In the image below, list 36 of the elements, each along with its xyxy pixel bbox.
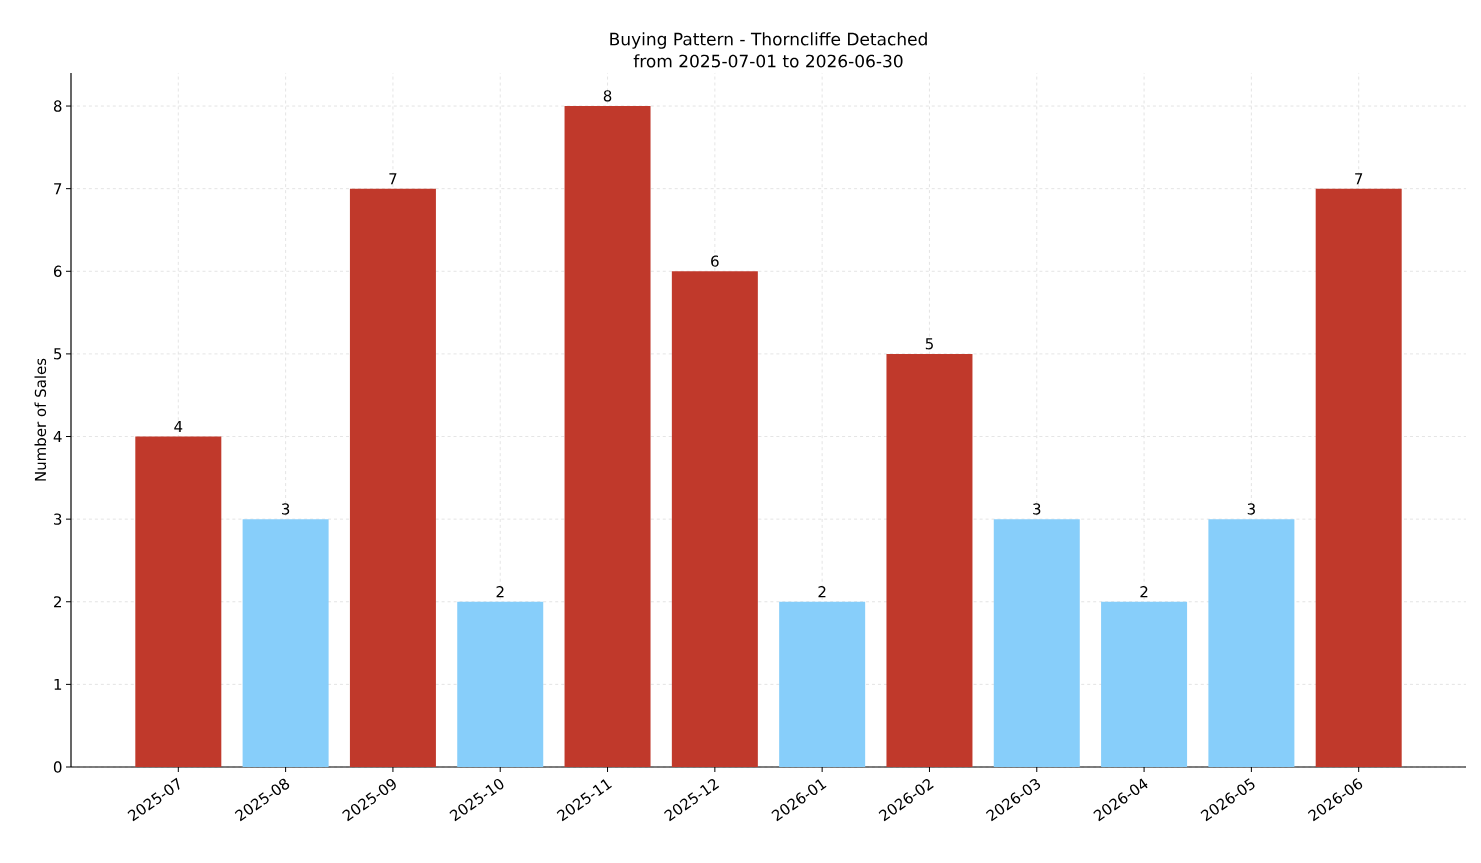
bar (1315, 188, 1402, 767)
chart-subtitle: from 2025-07-01 to 2026-06-30 (633, 54, 903, 68)
y-tick-label: 1 (54, 678, 62, 690)
data-label: 2 (496, 586, 504, 598)
bar (886, 353, 973, 767)
y-axis-title: Number of Sales (34, 358, 47, 481)
y-tick-label: 0 (53, 761, 62, 773)
bar (779, 601, 866, 767)
bar (457, 601, 544, 767)
bar (564, 106, 651, 767)
y-tick-label: 5 (54, 348, 62, 360)
data-label: 3 (1247, 503, 1255, 515)
data-label: 8 (603, 90, 612, 102)
bar (671, 271, 758, 767)
y-tick-label: 7 (54, 183, 62, 195)
y-tick-label: 6 (53, 265, 62, 277)
data-label: 7 (1355, 173, 1363, 185)
y-tick-label: 2 (54, 596, 61, 608)
bar (1101, 601, 1188, 767)
bar (242, 519, 329, 767)
bar (135, 436, 222, 767)
bar (349, 188, 436, 767)
data-label: 6 (711, 255, 719, 267)
data-label: 2 (818, 586, 826, 598)
data-label: 2 (1140, 586, 1148, 598)
chart-title: Buying Pattern - Thorncliffe Detached (610, 32, 927, 49)
data-label: 3 (281, 503, 290, 515)
bar (993, 519, 1080, 767)
y-tick-label: 8 (53, 100, 62, 112)
bar (1208, 519, 1295, 767)
data-label: 7 (389, 173, 397, 185)
data-label: 3 (1033, 503, 1041, 515)
y-tick-label: 4 (53, 431, 62, 442)
data-label: 4 (174, 421, 183, 432)
y-tick-label: 3 (54, 513, 62, 525)
data-label: 5 (925, 338, 933, 350)
